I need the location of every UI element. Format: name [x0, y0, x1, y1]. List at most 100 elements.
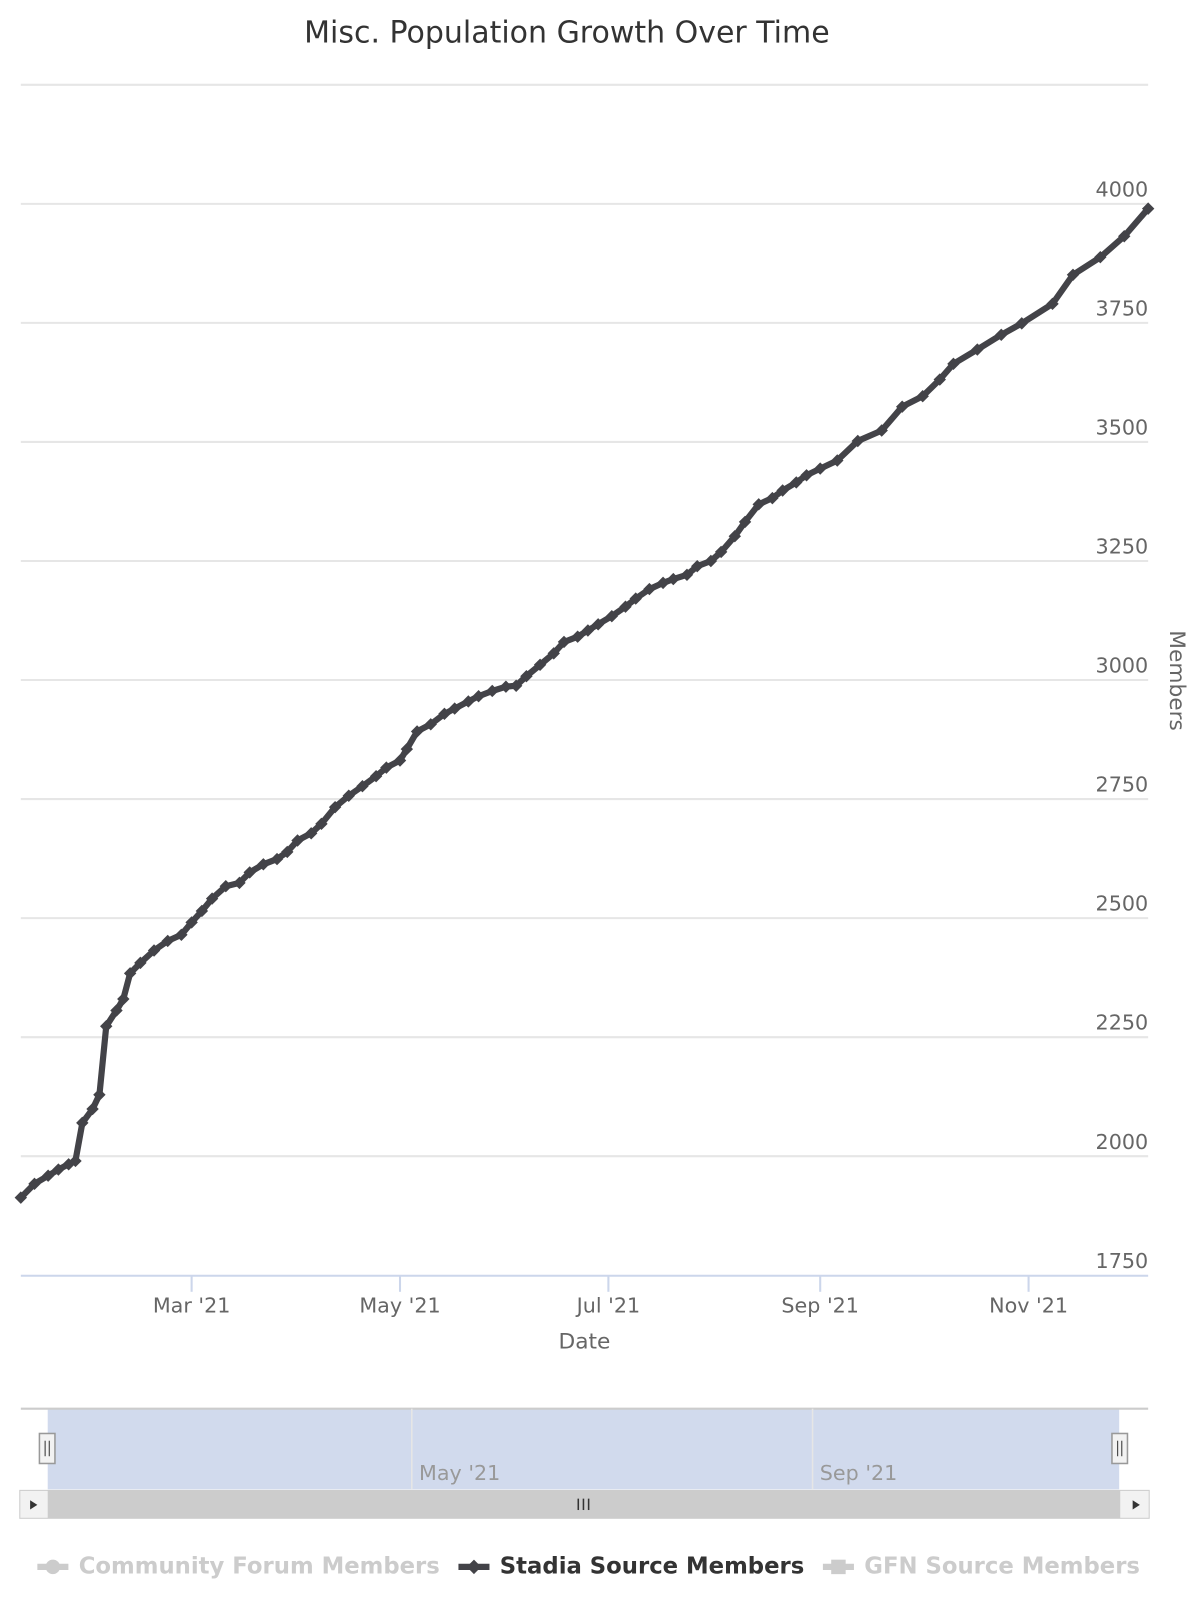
y-tick-label: 2000	[1096, 1130, 1149, 1154]
point-marker	[410, 725, 424, 738]
point-marker	[643, 582, 656, 596]
point-marker	[356, 780, 369, 793]
legend-symbol	[831, 1559, 846, 1575]
navigator-tick-label: Sep '21	[820, 1461, 898, 1485]
point-marker	[161, 934, 174, 948]
point-marker	[971, 343, 984, 356]
point-marker	[195, 904, 209, 918]
point-marker	[393, 754, 407, 767]
point-marker	[448, 702, 461, 715]
point-marker	[472, 690, 485, 703]
x-tick-label: Nov '21	[989, 1293, 1068, 1317]
legend-item[interactable]: Stadia Source Members	[458, 1553, 804, 1579]
point-marker	[123, 967, 137, 980]
point-marker	[509, 679, 523, 692]
point-marker	[691, 560, 704, 573]
point-marker	[656, 576, 670, 590]
point-marker	[219, 880, 232, 893]
point-marker	[28, 1177, 41, 1191]
point-marker	[1046, 297, 1059, 311]
legend-item[interactable]: Community Forum Members	[37, 1553, 440, 1579]
point-marker	[93, 1088, 106, 1101]
point-marker	[328, 800, 342, 814]
point-marker	[134, 956, 147, 970]
point-marker	[499, 680, 513, 693]
point-marker	[369, 770, 383, 783]
scroll-right-arrow[interactable]	[1132, 1500, 1140, 1510]
point-marker	[619, 600, 632, 613]
point-marker	[947, 357, 960, 371]
point-marker	[629, 592, 642, 605]
point-marker	[813, 462, 827, 475]
point-marker	[1015, 317, 1028, 330]
point-marker	[851, 434, 864, 448]
point-marker	[380, 761, 393, 774]
point-marker	[185, 916, 198, 929]
point-marker	[667, 572, 680, 586]
navigator-handle[interactable]	[1111, 1432, 1129, 1465]
point-marker	[175, 928, 188, 941]
point-marker	[728, 530, 742, 543]
point-marker	[933, 373, 946, 386]
y-axis-title: Members	[1164, 630, 1189, 731]
y-tick-label: 2250	[1096, 1011, 1149, 1035]
point-marker	[117, 992, 130, 1006]
point-marker	[831, 454, 844, 467]
point-marker	[76, 1116, 89, 1130]
legend-label: Community Forum Members	[79, 1553, 440, 1579]
y-tick-label: 2750	[1096, 773, 1149, 797]
point-marker	[1066, 268, 1080, 282]
point-marker	[714, 545, 728, 559]
legend-label: Stadia Source Members	[500, 1553, 804, 1579]
point-marker	[800, 469, 813, 482]
legend-label: GFN Source Members	[864, 1553, 1140, 1579]
point-marker	[147, 944, 161, 957]
point-marker	[995, 328, 1008, 342]
y-tick-label: 3750	[1096, 296, 1149, 320]
x-tick-label: Jul '21	[575, 1293, 641, 1317]
navigator-handle[interactable]	[38, 1432, 56, 1465]
point-marker	[486, 684, 499, 698]
x-tick-label: May '21	[359, 1293, 440, 1317]
x-tick-label: Sep '21	[781, 1293, 859, 1317]
point-marker	[571, 630, 584, 643]
y-tick-label: 4000	[1096, 177, 1149, 201]
legend-item[interactable]: GFN Source Members	[822, 1553, 1140, 1579]
handle-left[interactable]	[38, 1432, 56, 1465]
point-marker	[776, 484, 789, 497]
point-marker	[400, 742, 414, 756]
point-marker	[1141, 202, 1155, 215]
y-tick-label: 3250	[1096, 535, 1149, 559]
point-marker	[591, 618, 605, 631]
point-marker	[110, 1004, 123, 1017]
point-marker	[790, 476, 803, 489]
point-marker	[1094, 250, 1107, 264]
point-marker	[315, 817, 328, 831]
point-marker	[52, 1163, 65, 1176]
point-marker	[270, 852, 284, 866]
point-marker	[243, 866, 256, 879]
point-marker	[520, 670, 533, 683]
legend-symbol	[45, 1559, 61, 1575]
point-marker	[86, 1102, 99, 1116]
point-marker	[41, 1169, 55, 1182]
point-marker	[916, 390, 929, 403]
x-tick-label: Mar '21	[153, 1293, 231, 1317]
point-marker	[424, 718, 437, 731]
point-marker	[291, 834, 304, 847]
navigator-mask	[47, 1408, 1120, 1490]
point-marker	[895, 400, 909, 413]
legend: Community Forum Members Stadia Source Mem…	[37, 1553, 1140, 1579]
point-marker	[766, 491, 779, 505]
point-marker	[547, 647, 560, 660]
point-marker	[581, 624, 595, 637]
point-marker	[704, 554, 718, 568]
point-marker	[304, 827, 318, 840]
point-marker	[342, 789, 355, 802]
point-marker	[14, 1191, 28, 1204]
point-marker	[680, 568, 694, 581]
point-marker	[205, 892, 219, 905]
scroll-left-arrow[interactable]	[30, 1500, 38, 1510]
handle-right[interactable]	[1111, 1432, 1129, 1465]
